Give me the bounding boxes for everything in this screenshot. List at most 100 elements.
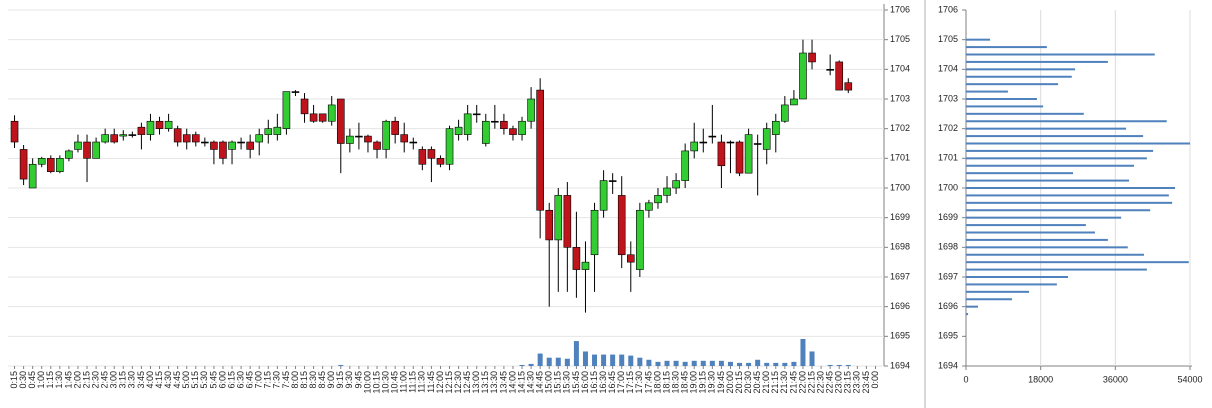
x-tick-label: 0:30 xyxy=(18,371,28,389)
profile-bar xyxy=(966,127,1127,130)
candle-body xyxy=(418,149,427,165)
candle-body xyxy=(46,158,55,172)
candle-body xyxy=(481,120,490,144)
candle-body xyxy=(173,128,182,143)
candle-body xyxy=(826,69,834,71)
candle-body xyxy=(554,195,563,241)
y-tick-label: 1696 xyxy=(890,301,910,311)
y-tick-label: 1704 xyxy=(938,64,958,74)
candle-body xyxy=(146,120,155,135)
x-tick-label: 8:45 xyxy=(317,371,327,389)
x-tick-label: 23:45 xyxy=(861,371,871,394)
profile-bar xyxy=(966,253,1144,256)
y-tick-label: 1706 xyxy=(890,4,910,14)
candle-body xyxy=(536,89,544,211)
profile-bar xyxy=(966,112,1084,115)
candle-body xyxy=(762,128,771,150)
x-tick-label: 17:00 xyxy=(616,371,626,394)
candle-body xyxy=(708,135,717,138)
y-tick-label: 1696 xyxy=(938,301,958,311)
x-tick-label: 19:15 xyxy=(698,371,708,394)
profile-bar xyxy=(966,313,969,316)
candle-body xyxy=(717,141,726,167)
candle-body xyxy=(409,141,418,144)
x-tick-label: 18:45 xyxy=(680,371,690,394)
x-tick-label: 11:30 xyxy=(417,371,427,393)
candle-body xyxy=(110,134,119,143)
x-tick-label: 17:15 xyxy=(625,371,635,394)
candle-body xyxy=(273,126,282,135)
x-tick-label: 20:45 xyxy=(752,371,762,394)
x-tick-label: 13:15 xyxy=(480,371,490,394)
x-tick-label: 11:45 xyxy=(426,371,436,393)
y-tick-label: 1703 xyxy=(938,93,958,103)
x-tick-label: 16:30 xyxy=(598,371,608,394)
candle-body xyxy=(518,120,526,135)
x-tick-label: 18:00 xyxy=(652,371,662,394)
profile-bar xyxy=(966,261,1189,264)
candle-body xyxy=(28,163,37,189)
x-tick-label: 20:15 xyxy=(734,371,744,394)
candle-body xyxy=(500,120,508,129)
x-tick-label: 9:00 xyxy=(326,371,336,389)
candle-body xyxy=(182,134,191,143)
volume-bar xyxy=(637,357,643,366)
x-tick-label: 10:00 xyxy=(362,371,372,394)
volume-bar xyxy=(727,361,733,366)
volume-bar xyxy=(737,362,743,366)
x-tick-label: 18:30 xyxy=(670,371,680,394)
x-tick-label: 4:00 xyxy=(145,371,155,389)
x-tick-label: 10:45 xyxy=(390,371,400,394)
x-tick-label: 3:00 xyxy=(109,371,119,389)
profile-bar xyxy=(966,75,1072,78)
x-tick-label: 9:45 xyxy=(353,371,363,389)
y-tick-label: 1694 xyxy=(938,360,958,370)
volume-bar xyxy=(791,361,797,366)
candle-body xyxy=(645,202,653,211)
candle-body xyxy=(626,254,635,263)
candle-body xyxy=(427,149,436,159)
candle-body xyxy=(400,134,409,143)
x-tick-label: 9:15 xyxy=(335,371,345,389)
candle-body xyxy=(300,98,309,115)
candle-body xyxy=(101,134,109,143)
y-tick-label: 1695 xyxy=(938,331,958,341)
x-tick-label: 14:00 xyxy=(507,371,517,394)
x-tick-label: 19:45 xyxy=(716,371,726,394)
x-tick-label: 21:45 xyxy=(788,371,798,394)
candle-body xyxy=(56,158,64,172)
volume-bar xyxy=(592,354,598,366)
candle-body xyxy=(735,141,744,174)
candle-body xyxy=(799,52,807,100)
x-tick-label: 17:30 xyxy=(634,371,644,394)
volume-bar xyxy=(646,359,652,366)
volume-bar xyxy=(664,360,670,366)
candle-body xyxy=(454,126,463,135)
x-tick-label: 1:45 xyxy=(63,371,73,389)
x-tick-label: 20:30 xyxy=(743,371,753,394)
x-tick-label: 7:30 xyxy=(272,371,282,389)
x-tick-label: 23:15 xyxy=(843,371,853,394)
x-tick-label: 14:45 xyxy=(535,371,545,394)
x-tick-label: 4:30 xyxy=(163,371,173,389)
candle-body xyxy=(364,135,372,143)
candle-body xyxy=(472,113,481,116)
profile-bar xyxy=(966,142,1190,145)
x-tick-label: 22:45 xyxy=(825,371,835,394)
x-tick-label: 1:30 xyxy=(54,371,64,389)
candle-body xyxy=(355,135,363,138)
volume-bar xyxy=(537,353,543,366)
profile-bar xyxy=(966,38,991,41)
candle-body xyxy=(373,141,381,150)
x-tick-label: 12:45 xyxy=(462,371,472,394)
profile-bar xyxy=(966,305,979,308)
candle-body xyxy=(509,128,517,135)
candle-body xyxy=(201,141,209,144)
candle-body xyxy=(781,104,789,122)
candle-body xyxy=(617,195,626,256)
candle-body xyxy=(336,98,345,144)
x-tick-label: 18000 xyxy=(1028,374,1053,384)
volume-bar xyxy=(519,364,525,366)
